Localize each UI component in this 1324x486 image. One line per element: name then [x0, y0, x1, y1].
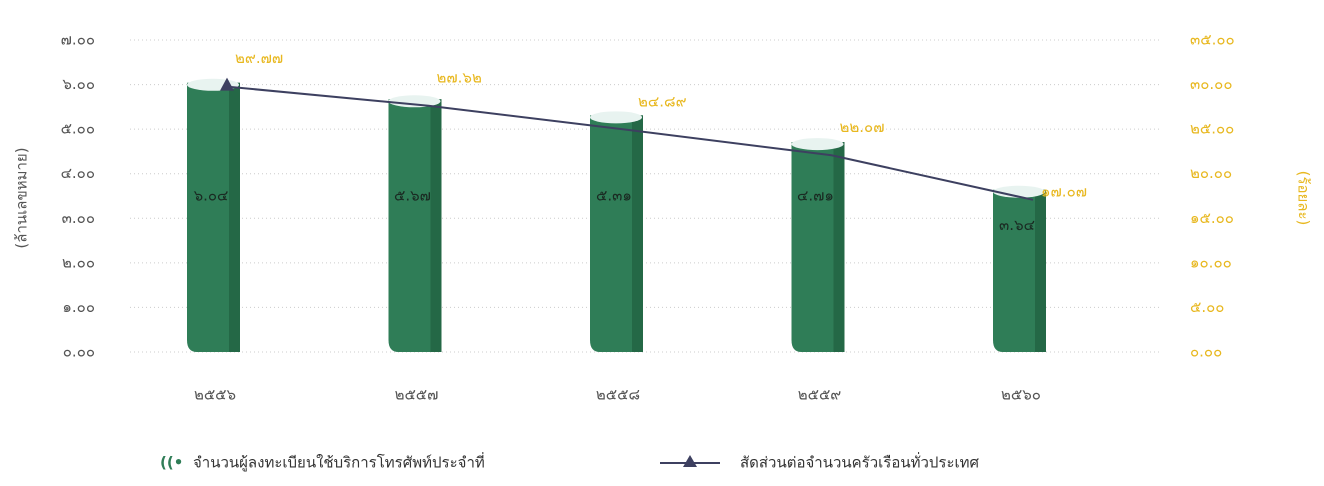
bar-side: [1035, 189, 1046, 352]
x-tick-label: ๒๕๕๖: [194, 386, 236, 404]
line-marker: [220, 77, 234, 91]
y2-tick-label: ๑๕.๐๐: [1190, 209, 1234, 227]
y-tick-label: ๒.๐๐: [62, 253, 95, 271]
y2-tick-label: ๒๐.๐๐: [1190, 164, 1232, 182]
y-tick-label: ๗.๐๐: [61, 31, 95, 49]
line: [226, 85, 1034, 201]
y2-axis-label: (ร้อยละ): [1295, 171, 1313, 226]
x-tick-label: ๒๕๕๗: [395, 386, 439, 404]
bar-side: [833, 142, 845, 352]
bar-top: [791, 138, 844, 151]
line-value-label: ๒๗.๖๒: [437, 68, 482, 86]
bar-value-label: ๓.๖๔: [999, 216, 1035, 234]
legend-label: จำนวนผู้ลงทะเบียนใช้บริการโทรศัพท์ประจำท…: [193, 452, 485, 472]
bar-side: [632, 115, 643, 352]
x-tick-label: ๒๕๖๐: [1001, 386, 1041, 404]
bar-side: [430, 99, 442, 352]
y2-tick-label: ๐.๐๐: [1190, 343, 1222, 361]
y-tick-label: ๔.๐๐: [61, 164, 95, 182]
bar: [187, 82, 240, 352]
bar-value-label: ๖.๐๔: [194, 187, 229, 205]
bar: [388, 99, 442, 352]
y2-tick-label: ๓๕.๐๐: [1190, 31, 1235, 49]
y-tick-label: ๖.๐๐: [62, 75, 95, 93]
y-tick-label: ๓.๐๐: [62, 209, 95, 227]
y2-tick-label: ๓๐.๐๐: [1190, 75, 1233, 93]
line-value-label: ๒๙.๗๗: [235, 49, 283, 67]
y2-tick-label: ๑๐.๐๐: [1190, 253, 1232, 271]
line-value-label: ๒๔.๘๙: [638, 93, 687, 111]
y2-tick-label: ๒๕.๐๐: [1190, 120, 1234, 138]
y-tick-label: ๕.๐๐: [61, 120, 95, 138]
bar: [791, 142, 845, 352]
bar-top: [590, 111, 642, 124]
bar-top: [388, 95, 441, 108]
legend-icon: ((•: [160, 454, 183, 472]
bar-side: [229, 82, 240, 352]
y2-tick-label: ๕.๐๐: [1190, 298, 1224, 316]
bar: [590, 115, 643, 352]
y-tick-label: ๑.๐๐: [62, 298, 95, 316]
bar-value-label: ๕.๖๗: [394, 187, 431, 205]
y-tick-label: ๐.๐๐: [63, 343, 95, 361]
bar-value-label: ๔.๗๑: [797, 187, 834, 205]
bar-value-label: ๕.๓๑: [596, 187, 632, 205]
line-value-label: ๒๒.๐๗: [840, 118, 885, 136]
x-tick-label: ๒๕๕๙: [798, 386, 842, 404]
x-tick-label: ๒๕๕๘: [596, 386, 640, 404]
bar: [993, 189, 1046, 352]
legend-marker: [683, 455, 697, 467]
y-axis-label: (ล้านเลขหมาย): [13, 147, 31, 248]
line-value-label: ๑๗.๐๗: [1041, 182, 1087, 200]
legend-label: สัดส่วนต่อจำนวนครัวเรือนทั่วประเทศ: [740, 452, 980, 472]
